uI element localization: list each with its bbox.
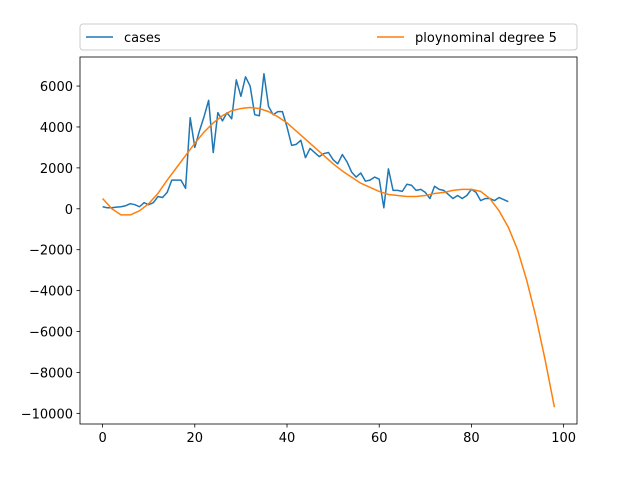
- plot-frame: [79, 56, 578, 425]
- y-tick-label: −2000: [29, 244, 73, 259]
- y-tick-label: 6000: [40, 80, 73, 95]
- legend-label: cases: [124, 31, 161, 46]
- y-tick-label: 2000: [40, 162, 73, 177]
- series-line: [102, 106, 556, 408]
- x-tick-label: 0: [98, 431, 106, 446]
- x-tick-label: 20: [187, 431, 204, 446]
- y-tick-label: −4000: [29, 285, 73, 300]
- y-tick-label: −8000: [29, 366, 73, 381]
- legend-box: [79, 23, 578, 51]
- y-tick-label: −6000: [29, 326, 73, 341]
- series-line: [102, 73, 509, 209]
- y-tick-label: 4000: [40, 121, 73, 136]
- legend-label: ploynominal degree 5: [415, 31, 557, 46]
- y-tick-label: −10000: [21, 407, 73, 422]
- x-tick-label: 100: [551, 431, 576, 446]
- x-tick-label: 80: [463, 431, 480, 446]
- y-tick-label: 0: [65, 203, 73, 218]
- x-tick-label: 60: [371, 431, 388, 446]
- x-tick-label: 40: [279, 431, 296, 446]
